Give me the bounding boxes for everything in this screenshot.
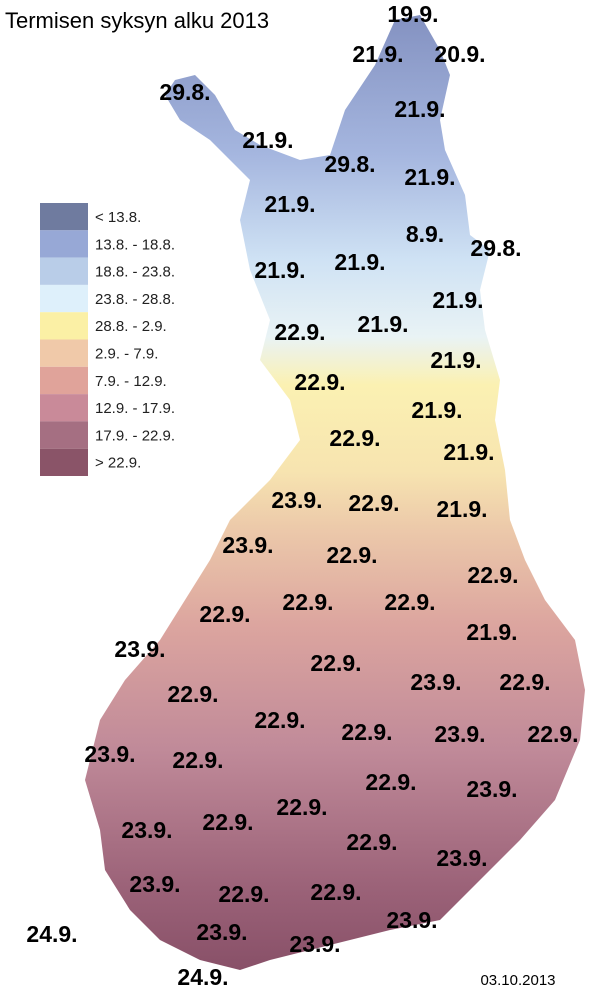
- date-label: 22.9.: [346, 829, 397, 855]
- date-label: 22.9.: [365, 769, 416, 795]
- date-label: 21.9.: [466, 619, 517, 645]
- date-label: 21.9.: [411, 397, 462, 423]
- date-label: 21.9.: [357, 311, 408, 337]
- legend-label: 17.9. - 22.9.: [95, 427, 175, 444]
- date-label: 22.9.: [326, 542, 377, 568]
- date-label: 23.9.: [386, 907, 437, 933]
- legend-label: > 22.9.: [95, 455, 141, 472]
- legend-swatch: [40, 394, 88, 422]
- legend-swatch: [40, 312, 88, 340]
- date-label: 23.9.: [84, 741, 135, 767]
- date-label: 23.9.: [466, 776, 517, 802]
- date-label: 22.9.: [384, 589, 435, 615]
- date-label: 24.9.: [26, 921, 77, 947]
- date-label: 22.9.: [329, 425, 380, 451]
- labels: 19.9. 21.9. 20.9. 29.8. 21.9. 21.9. 29.8. 21.9.…: [26, 1, 578, 990]
- date-label: 22.9.: [254, 707, 305, 733]
- date-label: 22.9.: [202, 809, 253, 835]
- legend-swatch: [40, 448, 88, 476]
- legend-label: < 13.8.: [95, 209, 141, 226]
- legend-swatch: [40, 366, 88, 395]
- date: 03.10.2013: [480, 972, 555, 989]
- date-label: 23.9.: [222, 532, 273, 558]
- date-label: 22.9.: [218, 881, 269, 907]
- date-label: 23.9.: [121, 817, 172, 843]
- date-label: 22.9.: [310, 650, 361, 676]
- date-label: 22.9.: [274, 319, 325, 345]
- date-label: 21.9.: [264, 191, 315, 217]
- date-label: 23.9.: [114, 636, 165, 662]
- date-label: 29.8.: [324, 151, 375, 177]
- date-label: 22.9.: [172, 747, 223, 773]
- date-label: 21.9.: [436, 496, 487, 522]
- date-label: 20.9.: [434, 41, 485, 67]
- date-label: 22.9.: [276, 794, 327, 820]
- date-label: 19.9.: [387, 1, 438, 27]
- country-shape: [85, 15, 585, 970]
- date-label: 23.9.: [289, 931, 340, 957]
- date-label: 21.9.: [430, 347, 481, 373]
- date-label: 21.9.: [394, 96, 445, 122]
- date-label: 23.9.: [129, 871, 180, 897]
- date-label: 23.9.: [196, 919, 247, 945]
- date-label: 21.9.: [443, 439, 494, 465]
- date-label: 22.9.: [310, 879, 361, 905]
- date-label: 23.9.: [410, 669, 461, 695]
- legend-label: 7.9. - 12.9.: [95, 373, 167, 390]
- legend: < 13.8. 13.8. - 18.8. 18.8. - 23.8. 23.8. -…: [40, 203, 175, 476]
- legend-swatch: [40, 257, 88, 285]
- legend-swatch: [40, 339, 88, 367]
- legend-label: 12.9. - 17.9.: [95, 400, 175, 417]
- date-label: 21.9.: [404, 164, 455, 190]
- date-label: 21.9.: [432, 287, 483, 313]
- date-label: 23.9.: [434, 721, 485, 747]
- legend-swatch: [40, 284, 88, 313]
- date-label: 23.9.: [271, 487, 322, 513]
- date-label: 29.8.: [470, 235, 521, 261]
- date-label: 21.9.: [334, 249, 385, 275]
- legend-swatch: [40, 230, 88, 258]
- date-label: 22.9.: [199, 601, 250, 627]
- legend-label: 13.8. - 18.8.: [95, 236, 175, 253]
- date-label: 21.9.: [242, 127, 293, 153]
- date-label: 24.9.: [177, 964, 228, 990]
- date-label: 22.9.: [499, 669, 550, 695]
- date-label: 22.9.: [282, 589, 333, 615]
- legend-label: 23.8. - 28.8.: [95, 291, 175, 308]
- title: Termisen syksyn alku 2013: [5, 8, 269, 33]
- date-label: 21.9.: [254, 257, 305, 283]
- legend-label: 2.9. - 7.9.: [95, 346, 158, 363]
- date-label: 8.9.: [406, 221, 444, 247]
- date-label: 23.9.: [436, 845, 487, 871]
- legend-swatch: [40, 203, 88, 231]
- date-label: 22.9.: [467, 562, 518, 588]
- date-label: 21.9.: [352, 41, 403, 67]
- legend-label: 28.8. - 2.9.: [95, 318, 167, 335]
- date-label: 29.8.: [159, 79, 210, 105]
- legend-label: 18.8. - 23.8.: [95, 264, 175, 281]
- date-label: 22.9.: [341, 719, 392, 745]
- date-label: 22.9.: [527, 721, 578, 747]
- legend-swatch: [40, 421, 88, 449]
- date-label: 22.9.: [348, 490, 399, 516]
- date-label: 22.9.: [167, 681, 218, 707]
- date-label: 22.9.: [294, 369, 345, 395]
